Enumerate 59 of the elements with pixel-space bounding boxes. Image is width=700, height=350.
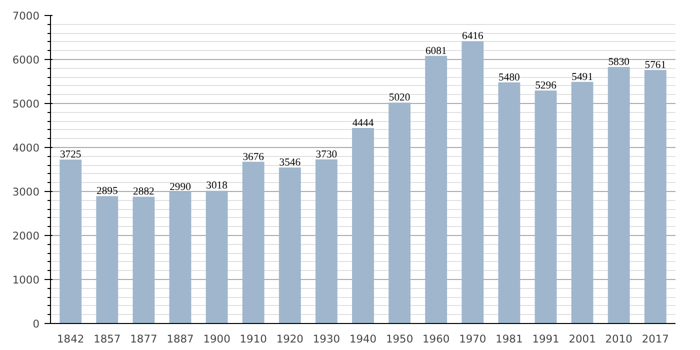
data-label: 4444	[352, 118, 374, 129]
data-label: 5480	[498, 72, 520, 84]
data-label: 2895	[96, 186, 118, 198]
x-tick-label: 1930	[312, 332, 340, 346]
x-tick-label: 1910	[240, 332, 268, 346]
bar	[571, 82, 594, 324]
x-tick-label: 1960	[422, 332, 450, 346]
data-label: 6081	[425, 46, 447, 57]
y-tick-label: 6000	[12, 54, 40, 66]
y-tick-label: 3000	[12, 186, 40, 198]
x-tick-label: 2017	[642, 332, 669, 346]
x-tick-label: 1857	[94, 332, 121, 346]
data-label: 3725	[60, 150, 82, 161]
data-label: 3676	[242, 152, 265, 163]
bar	[388, 102, 411, 324]
x-tick-label: 1981	[496, 332, 523, 346]
bar	[96, 196, 118, 324]
x-tick-label: 1920	[276, 332, 304, 346]
bar	[278, 167, 301, 324]
data-label: 5491	[572, 72, 593, 83]
data-label: 5830	[608, 56, 630, 68]
data-label: 2990	[170, 182, 191, 193]
bar	[169, 192, 192, 324]
bar	[462, 41, 484, 324]
x-tick-label: 1877	[130, 332, 158, 346]
y-tick-label: 7000	[12, 10, 40, 22]
x-tick-label: 1991	[532, 332, 560, 346]
bar	[132, 196, 155, 324]
x-tick-label: 1970	[459, 332, 486, 346]
y-tick-label: 4000	[12, 142, 40, 154]
bar	[315, 159, 338, 324]
data-label: 3730	[316, 149, 338, 160]
y-tick-label: 2000	[12, 230, 40, 242]
bar	[425, 56, 448, 324]
data-label: 5296	[535, 80, 558, 92]
bar	[60, 160, 82, 324]
data-label: 3546	[279, 157, 302, 168]
bar	[608, 66, 630, 324]
bar	[242, 162, 264, 324]
bar	[352, 128, 374, 324]
bar	[644, 70, 666, 324]
x-tick-label: 1887	[166, 332, 194, 346]
y-tick-label: 5000	[12, 98, 40, 110]
x-tick-label: 2010	[605, 332, 633, 346]
data-label: 5761	[644, 60, 666, 72]
x-tick-label: 2001	[568, 332, 596, 346]
data-label: 2882	[133, 186, 154, 198]
x-tick-label: 1950	[386, 332, 414, 346]
bar	[498, 82, 520, 324]
data-label: 3018	[206, 180, 228, 192]
y-tick-label: 0	[32, 318, 40, 330]
x-tick-label: 1842	[57, 332, 84, 346]
data-label: 5020	[388, 92, 410, 104]
bar	[206, 190, 228, 324]
x-tick-label: 1900	[203, 332, 231, 346]
data-label: 6416	[462, 31, 484, 42]
x-tick-label: 1940	[349, 332, 377, 346]
y-tick-label: 1000	[12, 274, 40, 286]
bar	[534, 90, 557, 324]
